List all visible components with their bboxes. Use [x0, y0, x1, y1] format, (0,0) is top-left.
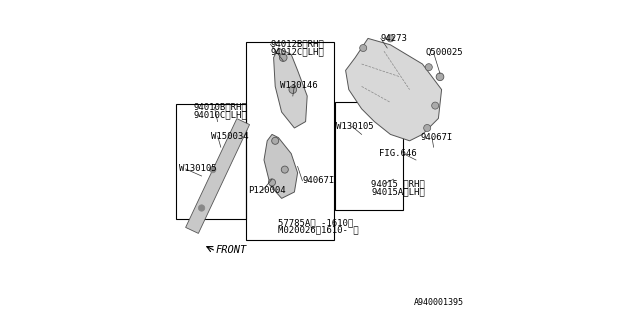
Text: 94273: 94273: [381, 34, 408, 43]
Polygon shape: [186, 119, 250, 233]
Text: 94015 〈RH〉: 94015 〈RH〉: [371, 180, 425, 188]
Circle shape: [360, 44, 367, 52]
Text: FRONT: FRONT: [216, 244, 247, 255]
Bar: [176, 104, 246, 219]
Bar: [246, 42, 334, 240]
Text: 94067I: 94067I: [302, 176, 335, 185]
Polygon shape: [274, 48, 307, 128]
Circle shape: [387, 35, 394, 42]
Text: 94012B〈RH〉: 94012B〈RH〉: [270, 40, 324, 49]
Circle shape: [198, 205, 205, 211]
Text: 94067I: 94067I: [421, 133, 453, 142]
Circle shape: [432, 102, 439, 109]
Text: 94012C〈LH〉: 94012C〈LH〉: [270, 48, 324, 57]
Circle shape: [269, 179, 275, 186]
Text: M020026（1610- ）: M020026（1610- ）: [278, 225, 359, 234]
Text: 94010B〈RH〉: 94010B〈RH〉: [193, 103, 247, 112]
Text: W130105: W130105: [179, 164, 217, 173]
Polygon shape: [264, 134, 298, 198]
Circle shape: [426, 64, 433, 71]
Circle shape: [436, 73, 444, 81]
Text: A940001395: A940001395: [414, 298, 464, 307]
Circle shape: [289, 86, 296, 93]
Text: W130146: W130146: [280, 81, 317, 90]
Text: 94015A〈LH〉: 94015A〈LH〉: [371, 187, 425, 196]
Text: W150034: W150034: [211, 132, 248, 140]
Circle shape: [280, 54, 287, 61]
Circle shape: [282, 166, 288, 173]
Polygon shape: [346, 38, 442, 141]
Text: 94010C〈LH〉: 94010C〈LH〉: [193, 111, 247, 120]
Circle shape: [210, 166, 216, 173]
Text: P120004: P120004: [248, 186, 285, 195]
Circle shape: [272, 137, 279, 144]
Text: W130105: W130105: [336, 122, 374, 131]
Text: 57785A（ -1610）: 57785A（ -1610）: [278, 218, 354, 227]
Text: FIG.646: FIG.646: [380, 149, 417, 158]
Bar: [335, 102, 403, 210]
Text: Q500025: Q500025: [426, 48, 463, 57]
Circle shape: [424, 124, 431, 132]
